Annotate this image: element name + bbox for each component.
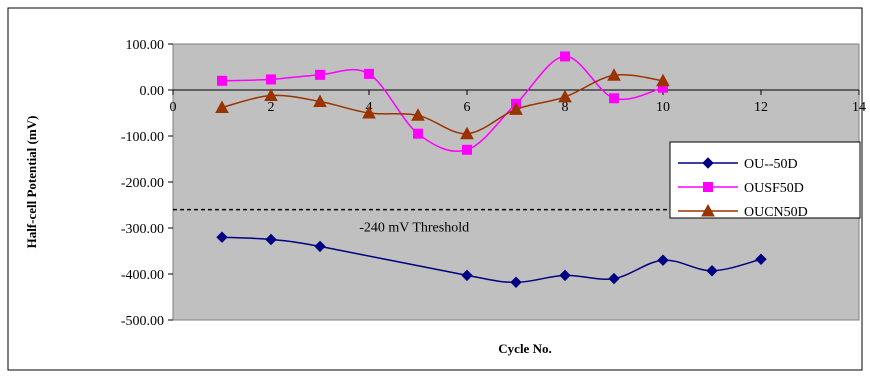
series-line (221, 73, 664, 135)
data-point (460, 126, 474, 140)
y-tick-label: -500.00 (121, 314, 164, 329)
data-point (656, 73, 670, 87)
legend-marker (701, 203, 715, 217)
data-point (362, 105, 376, 119)
data-point (413, 128, 423, 139)
data-point (509, 102, 523, 115)
x-tick-label: 2 (268, 100, 275, 115)
data-point (216, 231, 228, 243)
legend: OU--50D OUSF50D OUCN50D (669, 141, 861, 220)
data-point (364, 68, 374, 79)
y-tick-label: -200.00 (121, 176, 164, 191)
data-point (266, 74, 276, 85)
legend-label: OU--50D (744, 157, 798, 172)
y-axis-title: Half-cell Potential (mV) (24, 116, 39, 249)
legend-box (669, 141, 861, 219)
y-tick-label: 0.00 (140, 84, 165, 99)
legend-marker (703, 182, 713, 192)
y-tick-label: -300.00 (121, 222, 164, 237)
legend-label: OUSF50D (744, 181, 804, 196)
threshold-group: -240 mV Threshold (173, 208, 859, 236)
data-point (608, 272, 620, 285)
legend-label: OUCN50D (744, 205, 808, 220)
data-point (755, 253, 767, 265)
x-tick-label: 8 (562, 100, 569, 115)
data-point (462, 144, 472, 155)
data-point (264, 88, 278, 102)
data-point (609, 93, 619, 104)
x-tick-label: 6 (464, 100, 471, 115)
y-axis-ticks: 100.00 0.00 -100.00 -200.00 -300.00 -400.00 -5… (121, 38, 173, 329)
data-point (560, 51, 570, 62)
x-tick-label: 0 (170, 100, 177, 115)
data-point (215, 100, 229, 113)
data-point (265, 233, 277, 246)
series-oucn50d (215, 68, 670, 140)
legend-marker (702, 157, 714, 169)
data-point (706, 265, 718, 277)
data-point (313, 94, 327, 107)
y-tick-label: 100.00 (126, 38, 165, 53)
data-point (315, 69, 325, 80)
data-point (314, 240, 326, 253)
y-tick-label: -400.00 (121, 268, 164, 283)
x-tick-label: 14 (852, 100, 866, 115)
data-point (510, 276, 522, 288)
data-point (217, 75, 227, 86)
data-point (461, 269, 473, 282)
data-point (657, 254, 669, 266)
series-line (221, 55, 664, 152)
x-axis-title: Cycle No. (498, 341, 551, 356)
x-tick-label: 10 (656, 100, 670, 115)
data-point (607, 68, 621, 81)
data-point (558, 89, 572, 103)
data-point (559, 269, 571, 282)
series-group (215, 51, 767, 288)
data-point (411, 108, 425, 121)
x-tick-label: 12 (754, 100, 768, 115)
series-line (221, 236, 762, 284)
y-tick-label: -100.00 (121, 130, 164, 145)
series-ou-50d (216, 231, 767, 288)
threshold-label: -240 mV Threshold (359, 221, 469, 236)
